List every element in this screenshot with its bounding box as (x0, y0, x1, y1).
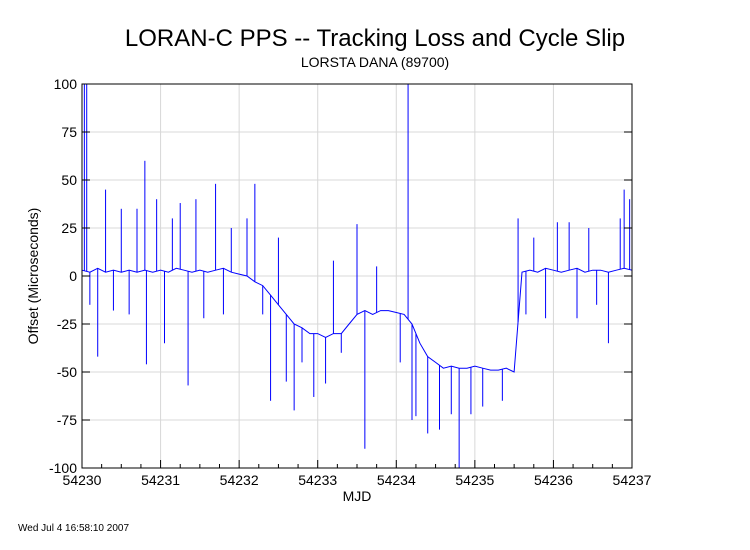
x-tick-label: 54231 (141, 472, 180, 488)
x-tick-label: 54233 (298, 472, 337, 488)
y-tick-label: -25 (57, 316, 77, 332)
y-tick-label: 100 (54, 76, 78, 92)
x-tick-label: 54237 (613, 472, 652, 488)
x-tick-label: 54232 (220, 472, 259, 488)
x-tick-label: 54230 (63, 472, 102, 488)
chart-title: LORAN-C PPS -- Tracking Loss and Cycle S… (124, 25, 626, 52)
y-axis-title: Offset (Microseconds) (25, 208, 41, 345)
y-tick-label: -75 (57, 412, 77, 428)
series-layer (81, 84, 633, 468)
y-tick-label: -100 (49, 460, 77, 476)
ticks-layer: 54230 54231 54232 54233 54234 54235 54236 54237… (49, 76, 652, 488)
x-tick-label: 54235 (455, 472, 494, 488)
y-tick-label: 75 (61, 124, 77, 140)
chart-subtitle: LORSTA DANA (89700) (300, 54, 450, 70)
y-tick-label: 25 (61, 220, 77, 236)
x-axis-title: MJD (343, 488, 372, 504)
x-tick-label: 54234 (377, 472, 416, 488)
y-tick-label: 0 (69, 268, 77, 284)
x-tick-label: 54236 (534, 472, 573, 488)
footer-timestamp: Wed Jul 4 16:58:10 2007 (18, 523, 130, 534)
y-tick-label: -50 (57, 364, 77, 380)
y-tick-label: 50 (61, 172, 77, 188)
